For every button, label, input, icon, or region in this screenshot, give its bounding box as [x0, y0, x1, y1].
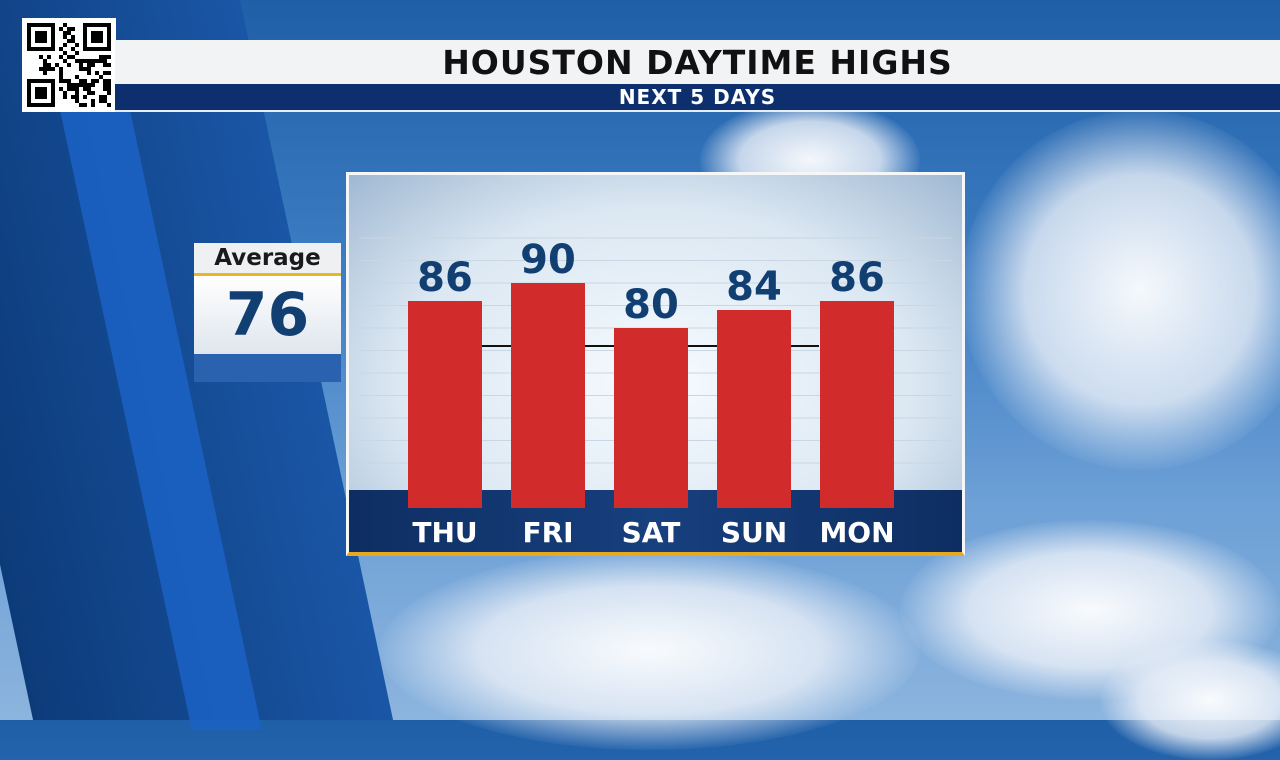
value-label: 90: [520, 237, 576, 283]
bar-thu: [408, 301, 482, 508]
page-subtitle: NEXT 5 DAYS: [618, 85, 777, 109]
title-bar: HOUSTON DAYTIME HIGHS: [115, 40, 1280, 84]
cloud: [380, 550, 920, 750]
chart-panel: 86 THU 90 FRI 80 SAT 84 SUN 86 MON: [346, 172, 965, 556]
bar-mon: [820, 301, 894, 508]
value-label: 84: [726, 264, 782, 310]
cloud: [960, 110, 1280, 470]
average-label: Average: [194, 243, 341, 276]
average-value: 76: [194, 276, 341, 354]
value-label: 86: [829, 255, 885, 301]
day-label: THU: [412, 516, 477, 549]
value-label: 80: [623, 282, 679, 328]
page-title: HOUSTON DAYTIME HIGHS: [442, 42, 953, 82]
bar-chart: 86 THU 90 FRI 80 SAT 84 SUN 86 MON: [359, 237, 952, 549]
day-label: SAT: [622, 516, 681, 549]
average-footer: [194, 354, 341, 382]
bar-sun: [717, 310, 791, 508]
day-label: MON: [819, 516, 894, 549]
day-label: FRI: [522, 516, 573, 549]
bar-sat: [614, 328, 688, 508]
value-label: 86: [417, 255, 473, 301]
average-box: Average 76: [194, 243, 341, 385]
bar-fri: [511, 283, 585, 508]
day-label: SUN: [721, 516, 787, 549]
qr-code: [22, 18, 116, 112]
subtitle-bar: NEXT 5 DAYS: [115, 84, 1280, 112]
